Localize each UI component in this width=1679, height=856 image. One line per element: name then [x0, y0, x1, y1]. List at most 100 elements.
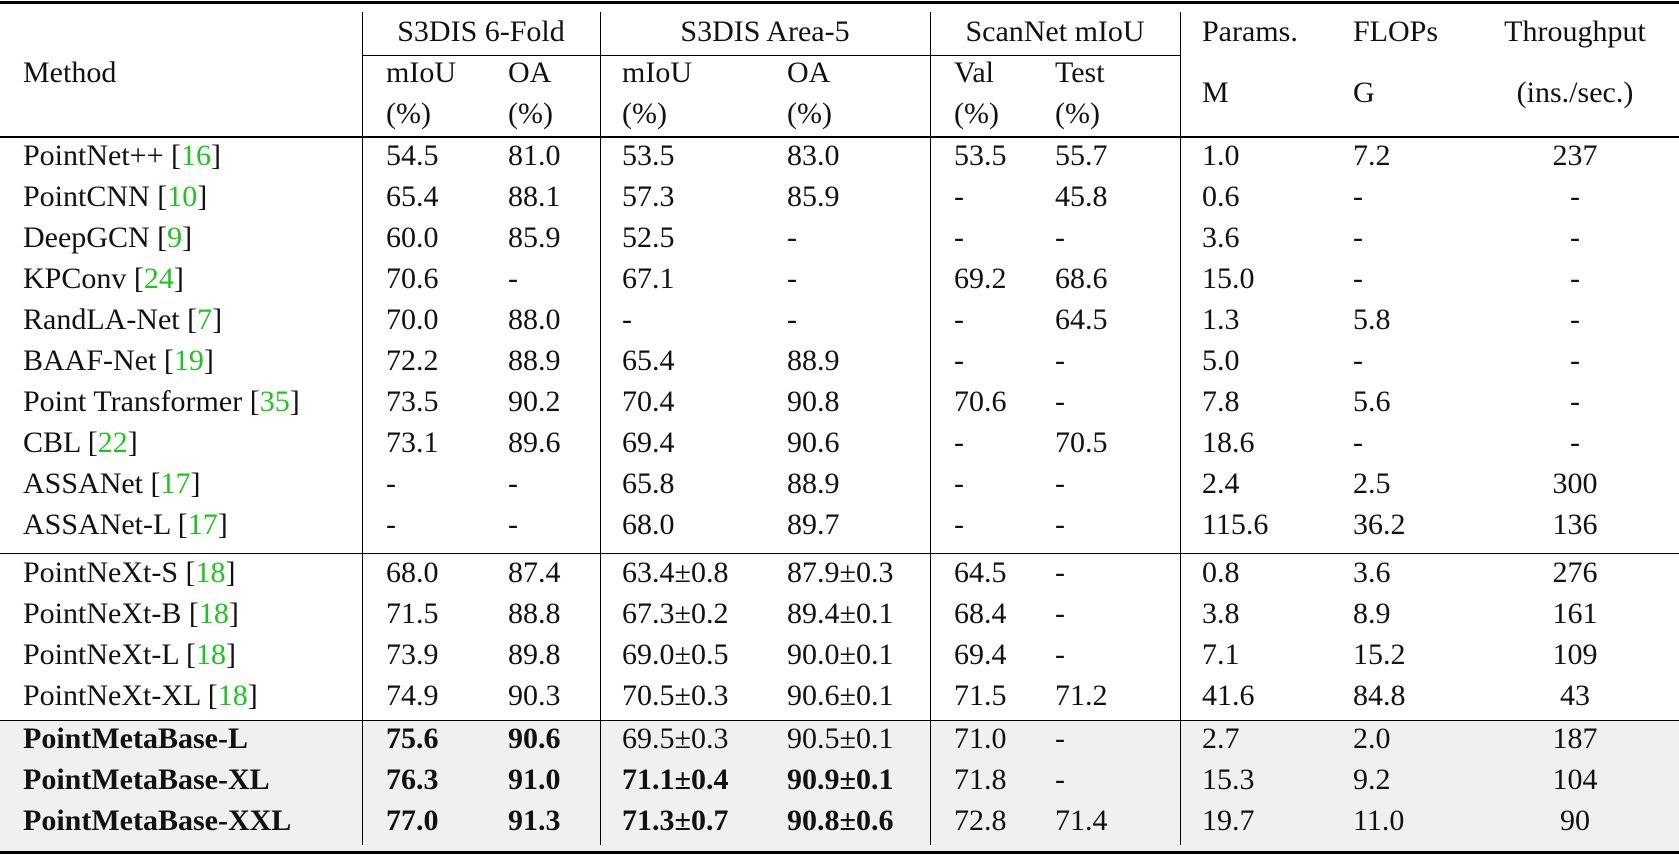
method-name: PointMetaBase-XXL — [23, 806, 291, 836]
value-cell: 87.9±0.3 — [787, 556, 894, 589]
value-cell: 70.5 — [1055, 426, 1108, 459]
method-label: RandLA-Net — [23, 303, 188, 336]
citation-link[interactable]: 9 — [167, 221, 183, 254]
value-cell: 81.0 — [508, 139, 561, 172]
value-cell: 1.0 — [1202, 139, 1240, 172]
citation-link[interactable]: 35 — [259, 385, 290, 418]
method-name: PointMetaBase-XL — [23, 765, 270, 795]
header-sub: Val — [954, 56, 994, 89]
value-cell: 36.2 — [1353, 508, 1406, 541]
value-cell: - — [787, 262, 797, 295]
value-cell: - — [1055, 508, 1065, 541]
citation-link[interactable]: 16 — [181, 139, 212, 172]
header-group: Throughput — [1504, 15, 1646, 48]
value-cell: - — [1570, 180, 1580, 213]
method-name: PointCNN [10] — [23, 180, 208, 213]
value-cell: 75.6 — [386, 722, 439, 755]
citation-link[interactable]: 22 — [97, 426, 128, 459]
value-cell: - — [1353, 221, 1363, 254]
value-cell: 2.0 — [1353, 722, 1391, 755]
method-label: PointMetaBase-XXL — [23, 804, 292, 837]
value-cell: 77.0 — [386, 804, 439, 837]
value-cell: 276 — [1552, 556, 1598, 589]
header-unit: G — [1353, 76, 1375, 109]
value-cell: 71.4 — [1055, 804, 1108, 837]
value-cell: 19.7 — [1202, 804, 1255, 837]
bottom-rule — [0, 851, 1679, 854]
value-cell: - — [1055, 556, 1065, 589]
value-cell: 73.1 — [386, 426, 439, 459]
method-label: DeepGCN — [23, 221, 158, 254]
citation-link[interactable]: 24 — [143, 262, 174, 295]
value-cell: 68.0 — [386, 556, 439, 589]
value-cell: - — [954, 221, 964, 254]
method-label: ASSANet-L — [23, 508, 178, 541]
value-cell: 41.6 — [1202, 679, 1255, 712]
header-group: FLOPs — [1353, 15, 1439, 48]
value-cell: 57.3 — [622, 180, 675, 213]
value-cell: 43 — [1560, 679, 1590, 712]
citation-link[interactable]: 17 — [160, 467, 191, 500]
value-cell: 136 — [1552, 508, 1598, 541]
value-cell: 90.8 — [787, 385, 840, 418]
header-group: S3DIS Area-5 — [680, 15, 850, 48]
value-cell: 88.9 — [787, 467, 840, 500]
value-cell: 115.6 — [1202, 508, 1269, 541]
value-cell: 52.5 — [622, 221, 675, 254]
value-cell: - — [787, 303, 797, 336]
value-cell: 70.6 — [386, 262, 439, 295]
citation-link[interactable]: 18 — [198, 597, 229, 630]
value-cell: 71.3±0.7 — [622, 804, 729, 837]
value-cell: 73.5 — [386, 385, 439, 418]
value-cell: 7.1 — [1202, 638, 1240, 671]
citation-link[interactable]: 10 — [167, 180, 198, 213]
value-cell: 18.6 — [1202, 426, 1255, 459]
value-cell: 90.6 — [508, 722, 561, 755]
citation-link[interactable]: 7 — [197, 303, 213, 336]
value-cell: 88.8 — [508, 597, 561, 630]
value-cell: 90 — [1560, 804, 1590, 837]
value-cell: 90.8±0.6 — [787, 804, 894, 837]
value-cell: - — [1055, 763, 1065, 796]
header-unit: (%) — [1055, 97, 1100, 130]
value-cell: 68.6 — [1055, 262, 1108, 295]
citation-link[interactable]: 19 — [173, 344, 204, 377]
value-cell: 71.2 — [1055, 679, 1108, 712]
method-name: Point Transformer [35] — [23, 385, 300, 418]
value-cell: 3.6 — [1353, 556, 1391, 589]
value-cell: - — [622, 303, 632, 336]
method-label: PointNeXt-B — [23, 597, 189, 630]
citation-link[interactable]: 17 — [187, 508, 218, 541]
header-sub: mIoU — [386, 56, 456, 89]
method-label: PointNet++ — [23, 139, 172, 172]
value-cell: 300 — [1552, 467, 1598, 500]
value-cell: 0.6 — [1202, 180, 1240, 213]
value-cell: - — [1353, 180, 1363, 213]
value-cell: - — [1570, 426, 1580, 459]
value-cell: 74.9 — [386, 679, 439, 712]
citation-link[interactable]: 18 — [195, 556, 226, 589]
method-label: PointNeXt-L — [23, 638, 187, 671]
header-unit: (%) — [386, 97, 431, 130]
value-cell: 90.6±0.1 — [787, 679, 894, 712]
value-cell: 7.2 — [1353, 139, 1391, 172]
header-unit: M — [1202, 76, 1229, 109]
value-cell: 88.9 — [508, 344, 561, 377]
value-cell: 15.2 — [1353, 638, 1406, 671]
value-cell: 91.0 — [508, 763, 561, 796]
col-divider — [600, 12, 601, 845]
value-cell: - — [386, 508, 396, 541]
method-name: PointNeXt-L [18] — [23, 638, 237, 671]
value-cell: 109 — [1552, 638, 1598, 671]
citation-link[interactable]: 18 — [217, 679, 248, 712]
value-cell: - — [1570, 262, 1580, 295]
citation-link[interactable]: 18 — [196, 638, 227, 671]
value-cell: - — [1353, 262, 1363, 295]
method-name: CBL [22] — [23, 426, 138, 459]
value-cell: - — [1570, 221, 1580, 254]
value-cell: - — [1353, 344, 1363, 377]
section-rule-2 — [0, 720, 1679, 721]
value-cell: 65.4 — [386, 180, 439, 213]
value-cell: 161 — [1552, 597, 1598, 630]
